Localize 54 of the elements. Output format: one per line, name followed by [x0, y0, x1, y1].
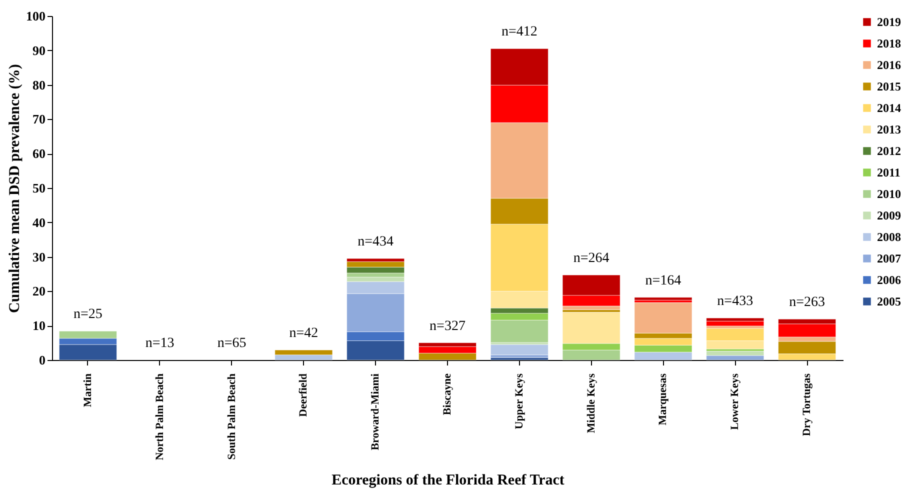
x-tick-label: North Palm Beach: [154, 374, 166, 460]
x-tick-label: South Palm Beach: [226, 374, 238, 460]
y-tick-label: 0: [39, 352, 46, 368]
annotation: n=412: [501, 24, 538, 40]
y-tick-label: 90: [32, 42, 46, 58]
legend-label: 2006: [877, 273, 901, 287]
x-tick-label: Lower Keys: [729, 372, 742, 430]
legend-label: 2011: [877, 166, 900, 180]
legend-label: 2019: [877, 15, 901, 29]
annotation: n=42: [289, 326, 318, 342]
legend-label: 2016: [877, 58, 901, 72]
y-axis-title: Cumulative mean DSD prevalence (%): [7, 64, 23, 313]
annotation: n=263: [789, 295, 825, 310]
legend-label: 2009: [877, 208, 901, 222]
y-tick-label: 20: [32, 284, 46, 299]
legend-label: 2010: [877, 187, 901, 201]
bar: [490, 344, 548, 355]
x-axis-title: Ecoregions of the Florida Reef Tract: [332, 472, 564, 488]
annotation: n=13: [145, 336, 174, 351]
annotation: n=434: [358, 234, 394, 250]
bar: [490, 357, 548, 360]
bar: [706, 355, 764, 360]
x-tick-label: Broward-Miami: [370, 374, 382, 450]
legend-label: 2005: [877, 294, 901, 308]
x-tick-label: Dry Tortugas: [801, 372, 814, 436]
annotation: n=264: [573, 251, 610, 266]
y-tick-label: 50: [32, 180, 46, 196]
x-tick-label: Middle Keys: [585, 372, 598, 434]
y-tick-label: 10: [32, 318, 46, 334]
bar: [706, 320, 764, 326]
y-tick-label: 100: [26, 8, 46, 24]
y-tick-label: 60: [32, 146, 46, 162]
legend-label: 2014: [877, 101, 901, 115]
x-tick-label: Deerfield: [298, 374, 310, 417]
x-tick-label: Martin: [82, 374, 94, 408]
legend-label: 2015: [877, 80, 901, 94]
y-tick-label: 40: [32, 214, 46, 230]
legend-label: 2013: [877, 122, 901, 136]
x-tick-label: Marquesas: [657, 372, 670, 426]
annotation: n=164: [645, 273, 682, 288]
annotation: n=25: [74, 307, 102, 322]
annotation: n=327: [430, 318, 466, 334]
x-tick-label: Biscayne: [442, 373, 454, 416]
legend-label: 2007: [877, 252, 901, 266]
bar: [634, 297, 692, 300]
legend-label: 2018: [877, 36, 901, 50]
x-tick-label: Upper Keys: [513, 372, 526, 430]
annotation: n=433: [717, 294, 754, 310]
annotation: n=65: [217, 336, 246, 351]
legend-label: 2008: [877, 230, 901, 244]
y-tick-label: 80: [32, 77, 46, 92]
y-tick-label: 30: [32, 249, 46, 264]
legend-label: 2012: [877, 144, 901, 158]
y-tick-label: 70: [32, 112, 46, 127]
